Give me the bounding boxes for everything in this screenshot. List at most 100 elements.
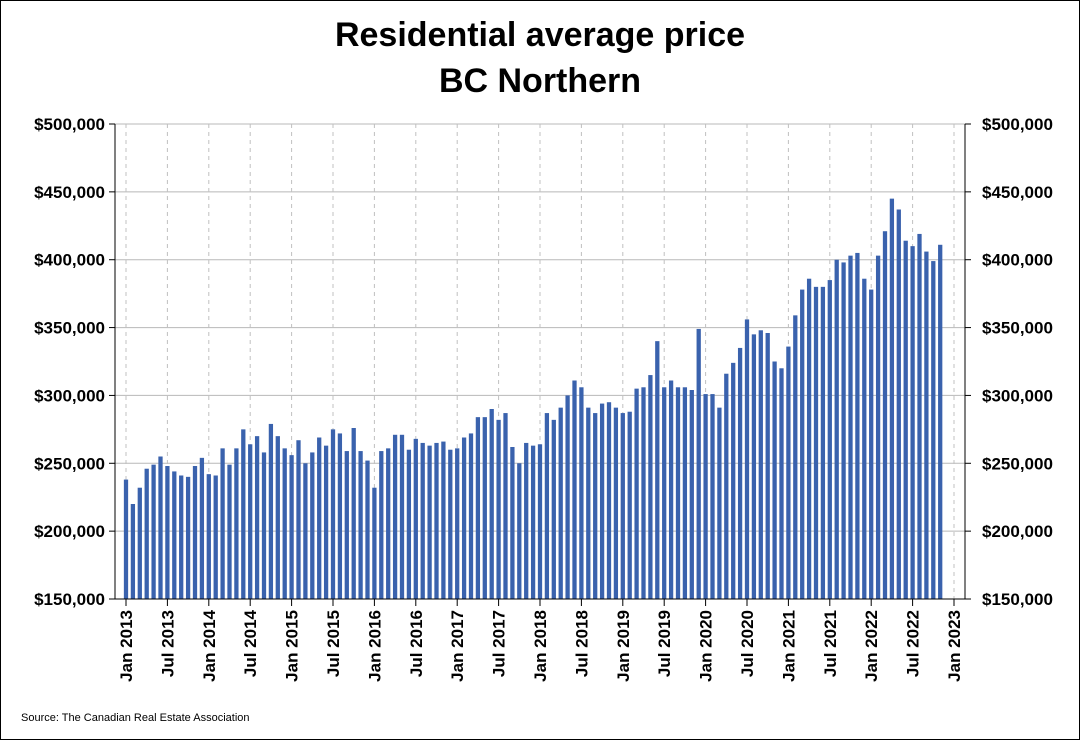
bar [806, 278, 812, 599]
bar [800, 289, 805, 599]
bar [758, 330, 763, 599]
bar [482, 417, 487, 599]
bar [413, 438, 418, 599]
bar [827, 280, 832, 599]
bar [848, 255, 853, 599]
bar [358, 451, 363, 599]
bar [675, 387, 681, 599]
bar [662, 387, 667, 599]
x-tick-label: Jul 2022 [904, 610, 923, 677]
bar [551, 419, 556, 599]
bar [724, 373, 729, 599]
bar [241, 429, 246, 599]
bar [544, 413, 550, 599]
y-tick-label-right: $450,000 [982, 183, 1053, 202]
bar [351, 428, 356, 599]
bar [185, 476, 191, 599]
y-tick-label-right: $350,000 [982, 319, 1053, 338]
bar [710, 394, 715, 599]
bar [530, 445, 536, 599]
bar [938, 244, 943, 600]
bar [744, 319, 750, 599]
bar [296, 440, 301, 599]
bar [572, 380, 577, 599]
x-tick-label: Jan 2022 [862, 610, 881, 682]
x-tick-label: Jan 2015 [283, 610, 302, 682]
bar [717, 407, 722, 599]
bar [489, 409, 494, 599]
bar [558, 407, 563, 599]
bar [420, 442, 425, 599]
bar [179, 475, 184, 599]
bar [586, 407, 591, 599]
x-tick-label: Jul 2015 [324, 610, 343, 677]
bar [917, 233, 922, 599]
bar [910, 246, 915, 599]
bar [579, 387, 584, 599]
bar [496, 419, 501, 599]
x-tick-label: Jan 2019 [614, 610, 633, 682]
y-tick-label-left: $150,000 [34, 590, 105, 609]
bar [896, 209, 901, 599]
bar [344, 451, 349, 599]
x-tick-label: Jul 2019 [655, 610, 674, 677]
bar [275, 436, 280, 599]
bar [620, 413, 625, 599]
x-tick-label: Jan 2013 [117, 610, 136, 682]
bar [268, 423, 274, 599]
x-tick-label: Jan 2023 [945, 610, 964, 682]
bar [696, 328, 701, 599]
bar [731, 362, 736, 599]
bar [130, 504, 136, 599]
y-tick-label-right: $200,000 [982, 522, 1053, 541]
bar [613, 407, 619, 599]
x-tick-label: Jul 2016 [407, 610, 426, 677]
bar [869, 289, 874, 599]
y-tick-label-left: $250,000 [34, 454, 105, 473]
y-tick-label-right: $500,000 [982, 115, 1053, 134]
bar [599, 403, 605, 599]
bar [137, 487, 142, 599]
bar [234, 448, 239, 599]
bar [455, 448, 460, 599]
bar [392, 434, 398, 599]
bar [813, 286, 819, 599]
bar [165, 466, 170, 599]
y-tick-label-right: $250,000 [982, 454, 1053, 473]
bar [261, 452, 267, 599]
y-tick-label-left: $400,000 [34, 251, 105, 270]
bar [220, 448, 225, 599]
bar [330, 429, 336, 599]
x-tick-label: Jul 2014 [241, 609, 260, 677]
x-tick-label: Jan 2014 [200, 609, 219, 681]
bar [386, 448, 391, 599]
bar [503, 413, 508, 599]
bar [365, 460, 370, 599]
y-tick-label-left: $300,000 [34, 386, 105, 405]
bar [862, 278, 867, 599]
bar [151, 464, 156, 599]
bar [158, 456, 163, 599]
bar [248, 444, 253, 599]
bar [441, 441, 446, 599]
source-note: Source: The Canadian Real Estate Associa… [21, 712, 250, 724]
bar [668, 380, 674, 599]
x-tick-label: Jul 2020 [738, 610, 757, 677]
bar [323, 445, 329, 599]
bar [213, 475, 218, 599]
bar [427, 445, 432, 599]
chart-title-line-1: Residential average price [334, 16, 746, 54]
bar [903, 240, 908, 599]
bar [882, 231, 888, 599]
bar [517, 463, 522, 599]
bar [737, 347, 743, 599]
chart-title-line-2: BC Northern [438, 62, 642, 100]
bar [682, 387, 688, 599]
bar [510, 447, 515, 599]
bar [648, 375, 653, 599]
bar [703, 394, 708, 599]
x-tick-label: Jul 2018 [572, 610, 591, 677]
x-tick-label: Jan 2017 [448, 610, 467, 682]
x-tick-label: Jul 2021 [821, 610, 840, 677]
